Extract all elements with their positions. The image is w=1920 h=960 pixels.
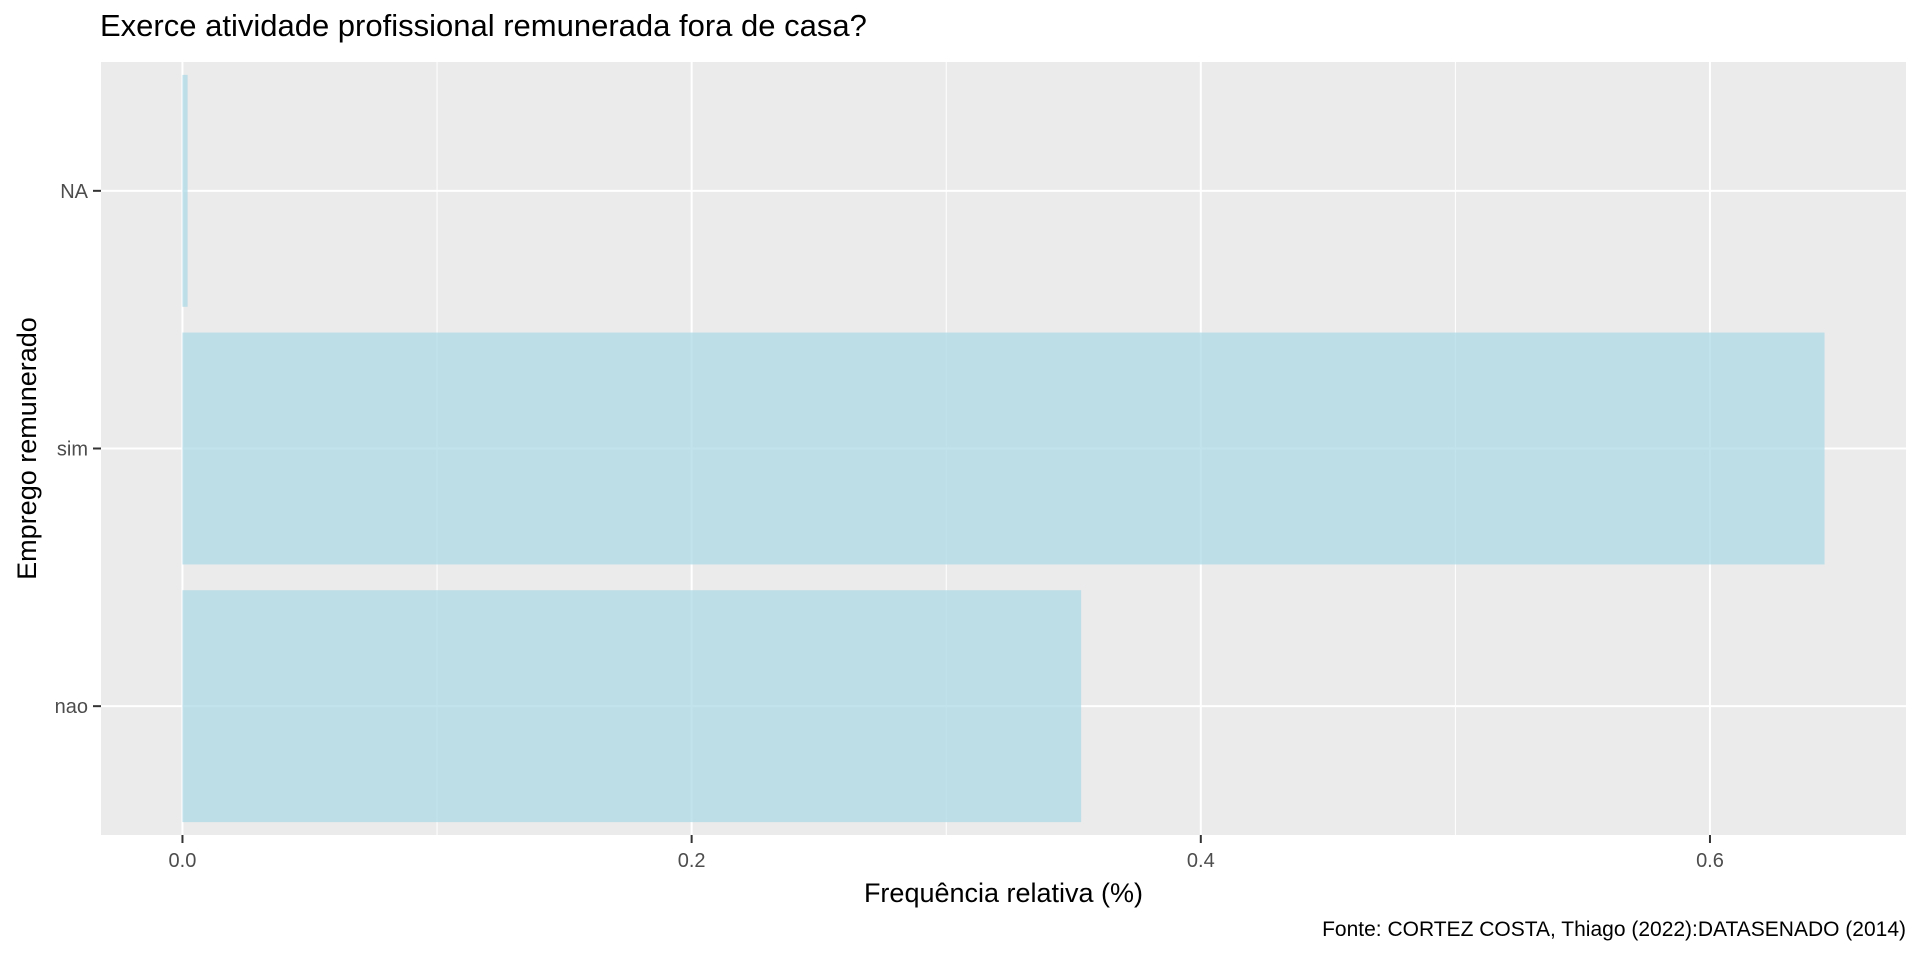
- y-axis: nao sim NA: [55, 181, 101, 718]
- y-tick-label: nao: [55, 696, 88, 718]
- chart-title: Exerce atividade profissional remunerada…: [100, 8, 867, 43]
- y-axis-title: Emprego remunerado: [12, 317, 42, 580]
- bar-nao: [182, 590, 1082, 823]
- bar-sim: [182, 332, 1825, 565]
- x-axis: 0.0 0.2 0.4 0.6: [169, 835, 1724, 872]
- bars: [182, 74, 1825, 823]
- x-axis-title: Frequência relativa (%): [864, 878, 1143, 908]
- x-tick-label: 0.6: [1696, 850, 1724, 872]
- bar-NA: [182, 74, 188, 307]
- chart-caption: Fonte: CORTEZ COSTA, Thiago (2022):DATAS…: [1322, 918, 1906, 941]
- x-tick-label: 0.4: [1187, 850, 1215, 872]
- y-tick-label: NA: [60, 181, 88, 203]
- x-tick-label: 0.0: [169, 850, 197, 872]
- x-tick-label: 0.2: [678, 850, 706, 872]
- y-tick-label: sim: [57, 439, 88, 461]
